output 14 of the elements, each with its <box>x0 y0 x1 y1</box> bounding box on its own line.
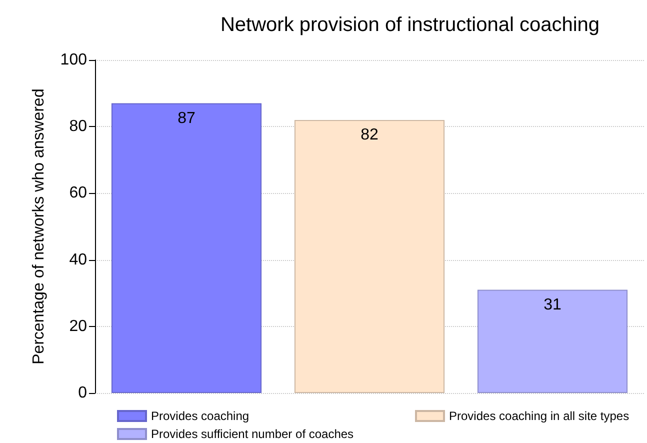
y-axis-title: Percentage of networks who answered <box>30 88 48 364</box>
chart-title: Network provision of instructional coaching <box>220 14 600 36</box>
data-label: 31 <box>544 296 562 314</box>
y-tick-label: 80 <box>69 118 88 136</box>
y-tick-label: 100 <box>60 52 88 68</box>
y-tick-label: 60 <box>69 184 88 202</box>
y-tick-label: 20 <box>69 318 88 335</box>
data-label: 87 <box>178 110 196 127</box>
legend-label: Provides coaching in all site types <box>449 409 630 423</box>
data-label: 82 <box>360 126 378 144</box>
y-tick-label: 40 <box>69 251 88 268</box>
y-tick-label: 0 <box>78 384 88 402</box>
legend-label: Provides coaching <box>151 409 250 423</box>
legend-label: Provides sufficient number of coaches <box>151 427 354 441</box>
